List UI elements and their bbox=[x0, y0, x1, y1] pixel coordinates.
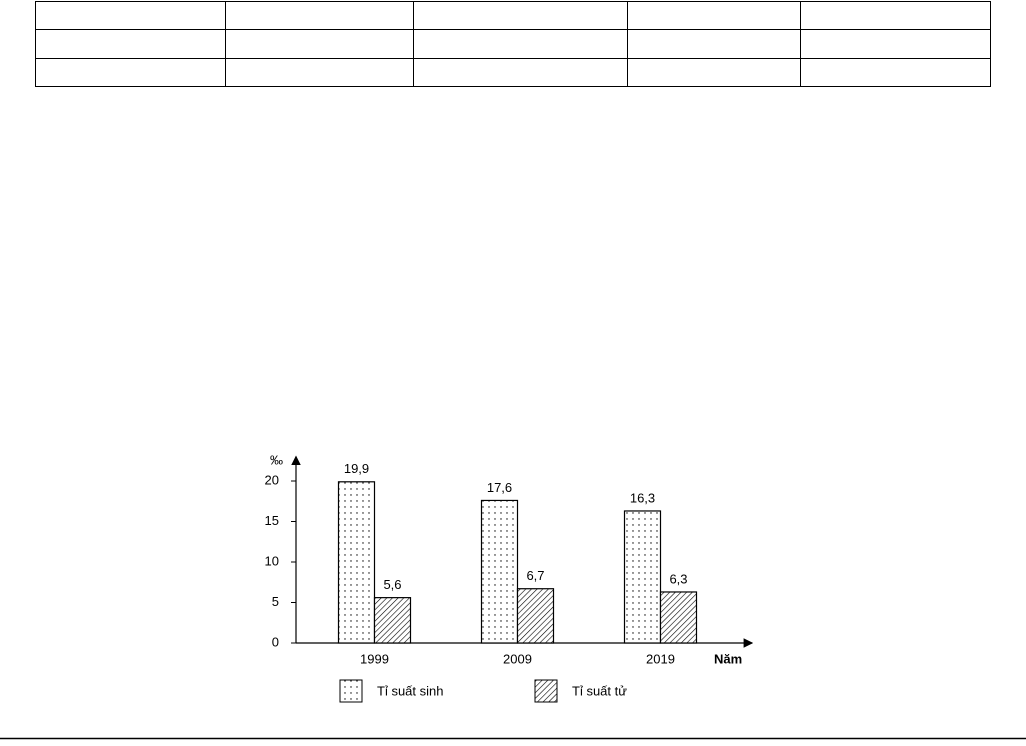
value-label: 6,3 bbox=[669, 571, 687, 586]
value-label: 17,6 bbox=[487, 480, 512, 495]
bar bbox=[516, 588, 555, 644]
legend-swatch bbox=[534, 679, 558, 703]
bar bbox=[623, 510, 662, 644]
legend-label: Tỉ suất sinh bbox=[377, 683, 443, 698]
bar bbox=[480, 499, 519, 644]
legend-label: Tỉ suất tử bbox=[572, 683, 627, 698]
value-label: 16,3 bbox=[630, 490, 655, 505]
bar bbox=[373, 597, 412, 644]
legend-swatch bbox=[339, 679, 363, 703]
value-label: 5,6 bbox=[383, 577, 401, 592]
bar bbox=[659, 591, 698, 644]
value-label: 19,9 bbox=[344, 461, 369, 476]
chart: ‰ Năm 0 5 10 15 20 1999 19,9 5,6 2009 17,6 6,7 2019… bbox=[265, 452, 754, 703]
y-axis-label: ‰ bbox=[270, 452, 283, 467]
bar bbox=[337, 481, 376, 644]
empty-table bbox=[35, 1, 991, 87]
x-tick-label: 2009 bbox=[503, 651, 532, 666]
value-label: 6,7 bbox=[526, 568, 544, 583]
y-tick-label: 20 bbox=[265, 472, 279, 487]
x-axis-label: Năm bbox=[714, 651, 742, 666]
y-tick-label: 0 bbox=[272, 634, 279, 649]
x-tick-label: 1999 bbox=[360, 651, 389, 666]
y-tick-label: 10 bbox=[265, 553, 279, 568]
y-tick-label: 15 bbox=[265, 513, 279, 528]
y-tick-label: 5 bbox=[272, 594, 279, 609]
x-tick-label: 2019 bbox=[646, 651, 675, 666]
